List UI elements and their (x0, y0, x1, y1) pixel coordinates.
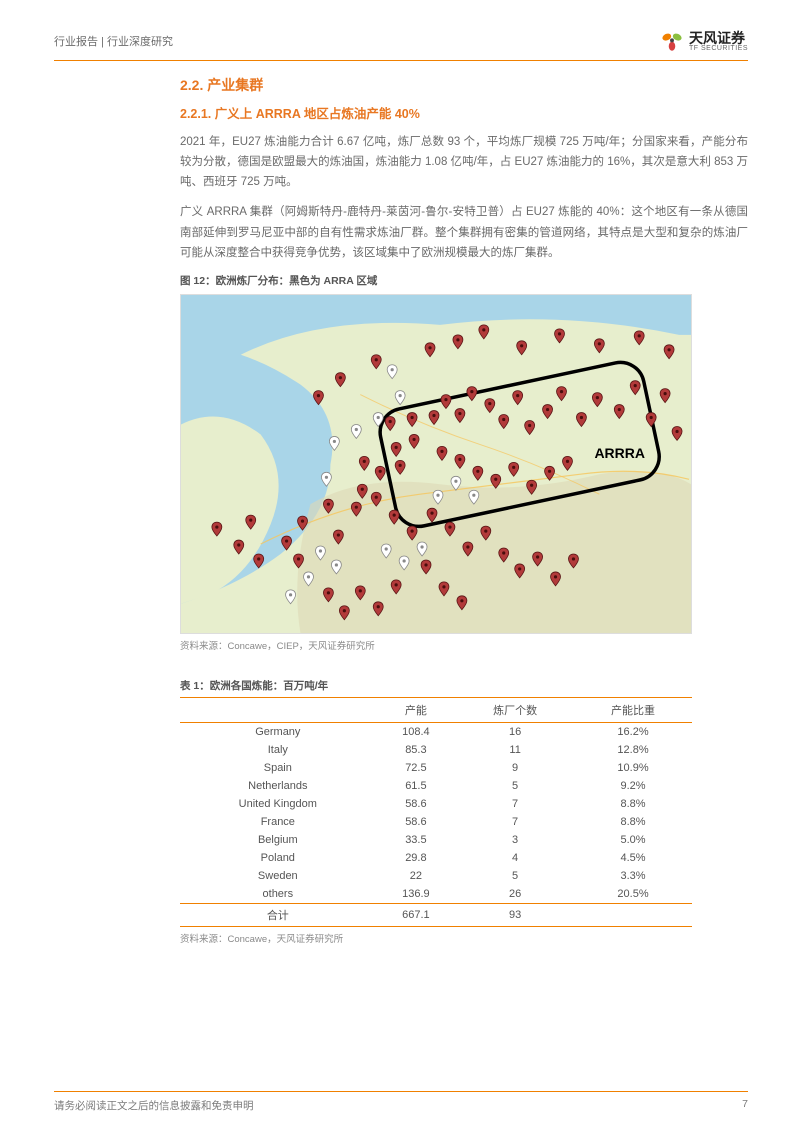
table-cell: 136.9 (376, 885, 457, 904)
table-row: others136.92620.5% (180, 885, 692, 904)
table-row: Poland29.844.5% (180, 849, 692, 867)
table-cell: 58.6 (376, 813, 457, 831)
refinery-capacity-table: 产能炼厂个数产能比重 Germany108.41616.2%Italy85.31… (180, 697, 692, 927)
table-cell: 108.4 (376, 722, 457, 741)
table-cell: 3 (456, 831, 574, 849)
logo-text-cn: 天风证券 (689, 31, 748, 45)
table-cell: 9.2% (574, 777, 692, 795)
table-cell: 16.2% (574, 722, 692, 741)
content-area: 2.2. 产业集群 2.2.1. 广义上 ARRRA 地区占炼油产能 40% 2… (54, 75, 748, 945)
table-cell: 26 (456, 885, 574, 904)
table-cell: 8.8% (574, 795, 692, 813)
table-cell: 16 (456, 722, 574, 741)
table-row: Spain72.5910.9% (180, 759, 692, 777)
figure-title: 图 12：欧洲炼厂分布：黑色为 ARRA 区域 (180, 273, 748, 288)
table-cell: 9 (456, 759, 574, 777)
table-row: Sweden2253.3% (180, 867, 692, 885)
table-cell: France (180, 813, 376, 831)
flower-icon (659, 28, 685, 54)
table-cell: 93 (456, 903, 574, 926)
page-number: 7 (742, 1098, 748, 1113)
table-cell: 10.9% (574, 759, 692, 777)
table-cell: 33.5 (376, 831, 457, 849)
table-cell: others (180, 885, 376, 904)
table-cell (574, 903, 692, 926)
table-cell: 29.8 (376, 849, 457, 867)
table-cell: 5 (456, 867, 574, 885)
table-cell: Italy (180, 741, 376, 759)
table-cell: 4.5% (574, 849, 692, 867)
paragraph: 广义 ARRRA 集群（阿姆斯特丹-鹿特丹-莱茵河-鲁尔-安特卫普）占 EU27… (180, 202, 748, 262)
table-cell: 3.3% (574, 867, 692, 885)
table-cell: 5.0% (574, 831, 692, 849)
table-cell: 4 (456, 849, 574, 867)
europe-refinery-map: ARRRA (180, 294, 692, 634)
heading-3: 2.2.1. 广义上 ARRRA 地区占炼油产能 40% (180, 103, 748, 122)
disclaimer-text: 请务必阅读正文之后的信息披露和免责申明 (54, 1098, 254, 1113)
table-cell: Poland (180, 849, 376, 867)
table-cell: 72.5 (376, 759, 457, 777)
table-cell: 85.3 (376, 741, 457, 759)
table-cell: 12.8% (574, 741, 692, 759)
table-row: Italy85.31112.8% (180, 741, 692, 759)
table-cell: 合计 (180, 903, 376, 926)
heading-2: 2.2. 产业集群 (180, 75, 748, 95)
table-cell: Sweden (180, 867, 376, 885)
table-col-header: 产能 (376, 697, 457, 722)
table-title: 表 1：欧洲各国炼能：百万吨/年 (180, 678, 748, 693)
table-cell: 20.5% (574, 885, 692, 904)
table-cell: Spain (180, 759, 376, 777)
arrra-label: ARRRA (594, 445, 645, 461)
brand-logo: 天风证券 TF SECURITIES (659, 28, 748, 54)
table-cell: 22 (376, 867, 457, 885)
table-row: France58.678.8% (180, 813, 692, 831)
table-cell: 5 (456, 777, 574, 795)
table-row: Belgium33.535.0% (180, 831, 692, 849)
table-cell: 58.6 (376, 795, 457, 813)
table-col-header: 炼厂个数 (456, 697, 574, 722)
table-cell: 61.5 (376, 777, 457, 795)
table-cell: 8.8% (574, 813, 692, 831)
table-cell: 7 (456, 813, 574, 831)
page-header: 行业报告 | 行业深度研究 天风证券 TF SECURITIES (54, 28, 748, 61)
table-cell: 667.1 (376, 903, 457, 926)
table-cell: United Kingdom (180, 795, 376, 813)
table-row: Germany108.41616.2% (180, 722, 692, 741)
table-col-header: 产能比重 (574, 697, 692, 722)
table-total-row: 合计667.193 (180, 903, 692, 926)
page-footer: 请务必阅读正文之后的信息披露和免责申明 7 (54, 1091, 748, 1113)
table-cell: 7 (456, 795, 574, 813)
logo-text-en: TF SECURITIES (689, 45, 748, 52)
table-source: 资料来源：Concawe，天风证券研究所 (180, 931, 748, 945)
table-cell: Belgium (180, 831, 376, 849)
table-cell: Netherlands (180, 777, 376, 795)
figure-source: 资料来源：Concawe，CIEP，天风证券研究所 (180, 638, 748, 652)
table-cell: Germany (180, 722, 376, 741)
table-row: United Kingdom58.678.8% (180, 795, 692, 813)
table-row: Netherlands61.559.2% (180, 777, 692, 795)
paragraph: 2021 年，EU27 炼油能力合计 6.67 亿吨，炼厂总数 93 个，平均炼… (180, 132, 748, 192)
table-col-header (180, 697, 376, 722)
table-cell: 11 (456, 741, 574, 759)
breadcrumb: 行业报告 | 行业深度研究 (54, 33, 173, 49)
